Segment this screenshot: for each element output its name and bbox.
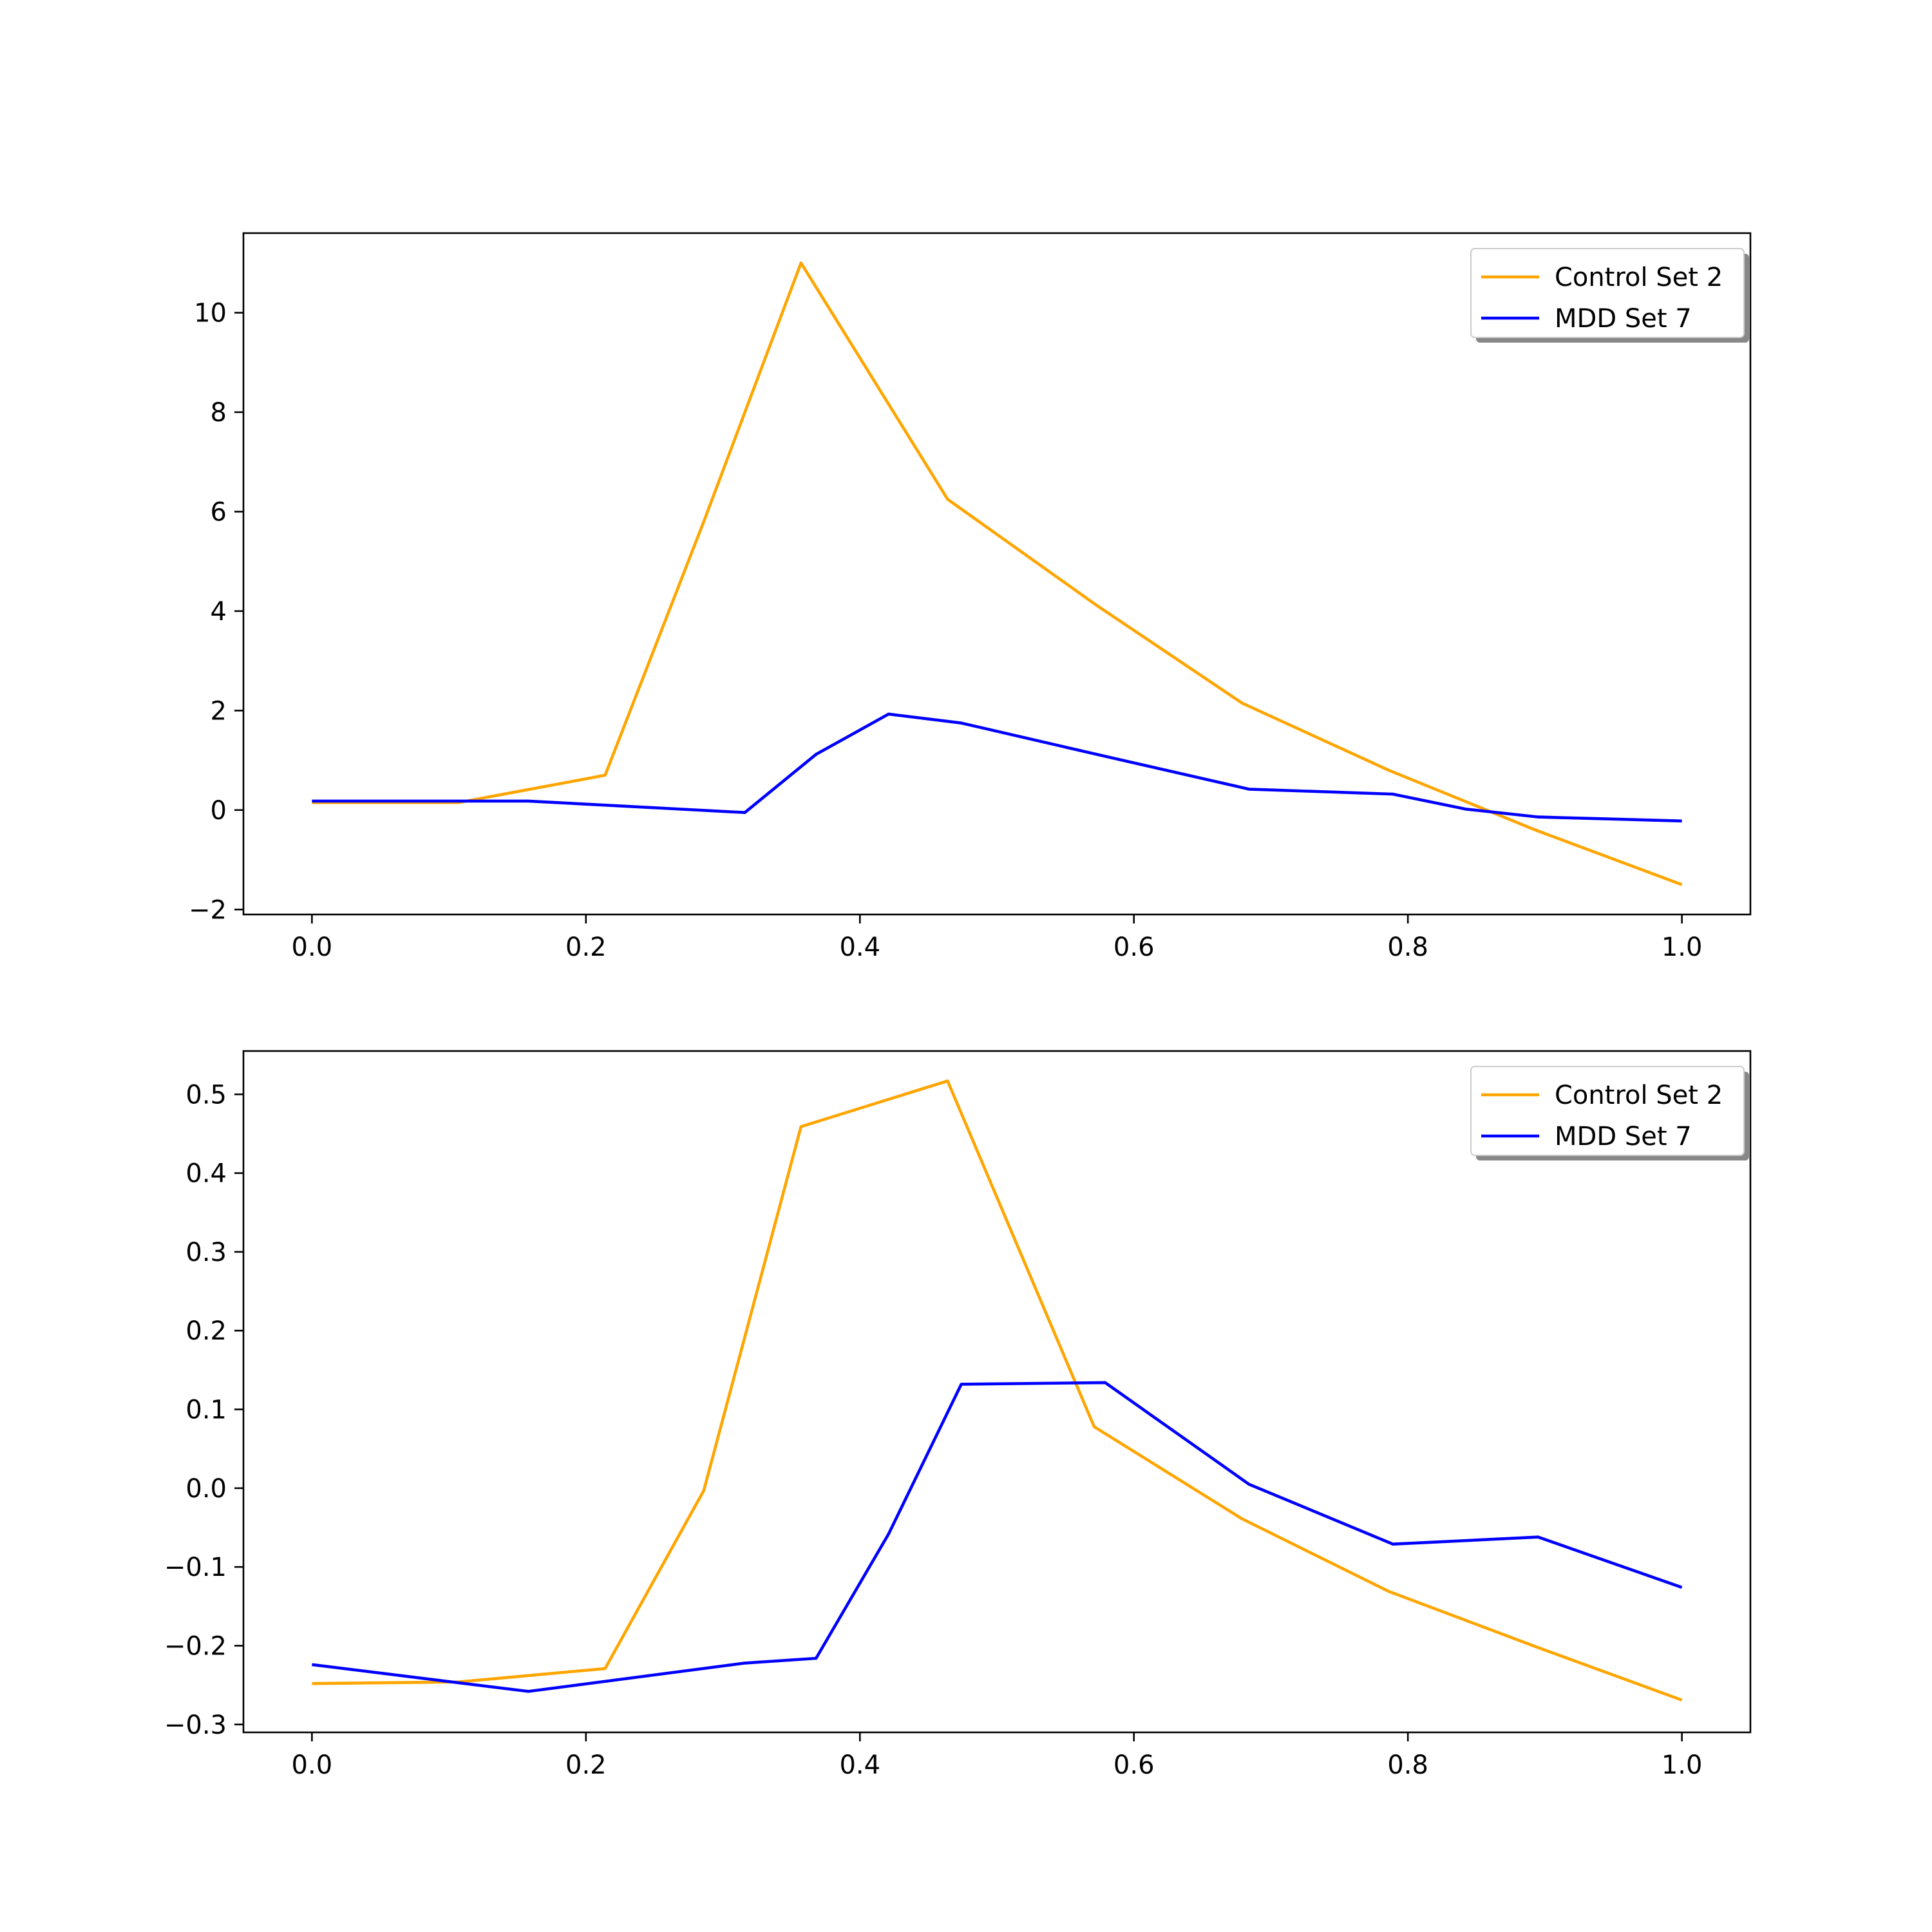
y-tick-label: −2 (189, 895, 227, 925)
y-tick-label: −0.2 (164, 1631, 227, 1661)
y-tick-label: 0.1 (185, 1396, 227, 1425)
y-tick-label: 10 (194, 299, 227, 328)
x-tick-label: 0.4 (839, 1750, 880, 1780)
y-tick-label: −0.3 (164, 1710, 227, 1740)
y-tick-label: 2 (211, 696, 227, 726)
series-line-mdd-set-7 (312, 1381, 1683, 1693)
x-tick-label: 0.0 (292, 1750, 333, 1780)
x-tick-label: 1.0 (1662, 933, 1703, 962)
x-tick-label: 0.2 (565, 1750, 607, 1780)
top-line-chart: 0.0 0.2 0.4 0.6 0.8 1.0 −2 0 2 4 6 8 10 Control Set 2… (189, 232, 1752, 962)
legend: Control Set 2 MDD Set 7 (1470, 248, 1749, 343)
legend-label: Control Set 2 (1555, 1081, 1723, 1110)
series-line-mdd-set-7 (312, 712, 1682, 823)
x-tick-label: 0.6 (1113, 933, 1155, 962)
y-tick-label: 0.5 (185, 1080, 227, 1110)
x-tick-label: 0.2 (565, 933, 607, 962)
axes-frame (242, 232, 1752, 916)
x-tick-label: 0.6 (1113, 1750, 1155, 1780)
legend-box (1470, 248, 1745, 338)
y-tick-label: −0.1 (164, 1553, 227, 1582)
y-tick-label: 8 (211, 398, 227, 428)
y-tick-label: 0.0 (185, 1474, 227, 1504)
axes-frame (242, 1050, 1752, 1734)
legend-label: Control Set 2 (1555, 263, 1723, 292)
x-tick-label: 0.8 (1387, 1750, 1428, 1780)
bottom-line-chart: 0.0 0.2 0.4 0.6 0.8 1.0 −0.3 −0.2 −0.1 0.0 0.1 0.2 0… (164, 1050, 1752, 1780)
y-tick-label: 0 (211, 796, 227, 826)
x-tick-label: 0.8 (1387, 933, 1428, 962)
y-tick-label: 0.4 (185, 1159, 227, 1189)
y-tick-label: 0.2 (185, 1316, 227, 1346)
series-line-control-set-2 (312, 261, 1683, 886)
x-tick-label: 1.0 (1662, 1750, 1703, 1780)
legend-label: MDD Set 7 (1555, 1122, 1692, 1151)
legend-box (1470, 1066, 1745, 1156)
x-tick-label: 0.4 (839, 933, 880, 962)
y-tick-label: 4 (211, 597, 227, 627)
x-tick-label: 0.0 (292, 933, 333, 962)
legend-label: MDD Set 7 (1555, 304, 1692, 334)
y-tick-label: 6 (211, 497, 227, 527)
y-tick-label: 0.3 (185, 1238, 227, 1267)
legend: Control Set 2 MDD Set 7 (1470, 1066, 1749, 1160)
series-line-control-set-2 (312, 1079, 1683, 1702)
